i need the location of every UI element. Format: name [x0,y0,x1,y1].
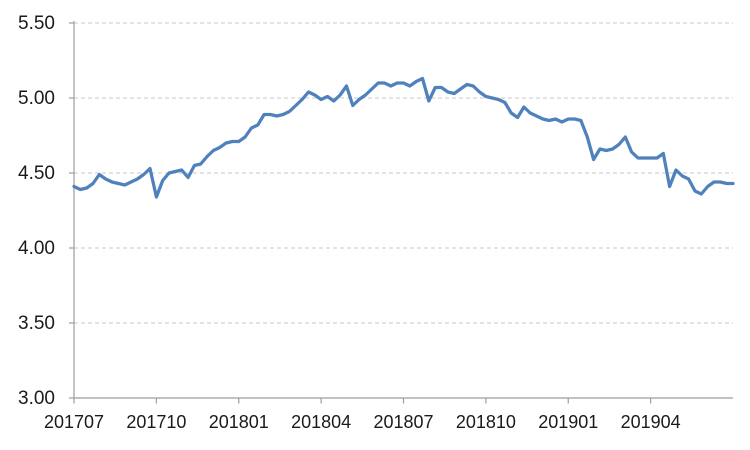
x-axis-label: 201904 [621,412,681,432]
x-axis-label: 201810 [456,412,516,432]
x-axis-label: 201804 [291,412,351,432]
x-axis-label: 201707 [44,412,104,432]
x-axis-label: 201901 [538,412,598,432]
y-axis-label: 4.50 [18,163,55,184]
y-axis-label: 3.00 [18,388,55,409]
x-axis-label: 201807 [373,412,433,432]
x-axis-label: 201710 [126,412,186,432]
series-line [72,76,735,199]
y-axis-label: 5.50 [18,13,55,34]
y-axis-label: 5.00 [18,88,55,109]
y-axis-label: 4.00 [18,238,55,259]
x-axis-label: 201801 [209,412,269,432]
y-axis-label: 3.50 [18,313,55,334]
